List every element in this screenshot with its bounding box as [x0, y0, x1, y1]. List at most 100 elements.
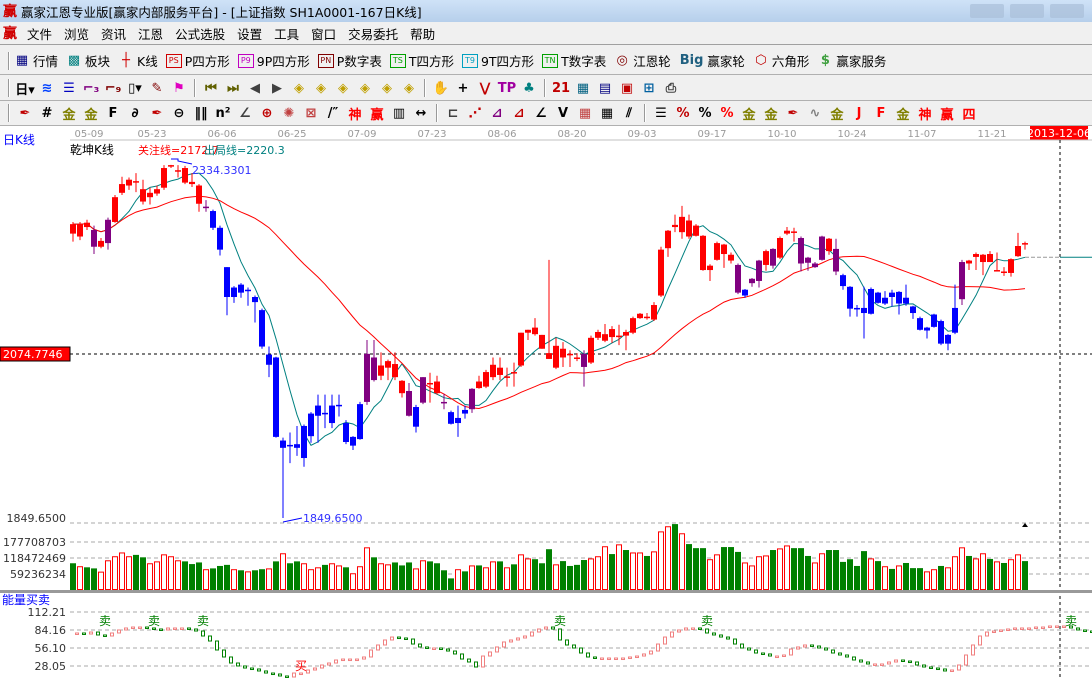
- menu-formula[interactable]: 公式选股: [175, 26, 226, 42]
- flag-icon[interactable]: ⚑: [173, 80, 185, 96]
- angle-icon[interactable]: ∠: [239, 105, 251, 121]
- gold-fan-icon[interactable]: 金: [896, 107, 910, 123]
- calendar-icon[interactable]: 21: [551, 80, 571, 96]
- web-icon[interactable]: ✺: [283, 105, 295, 121]
- next-icon[interactable]: ▶: [272, 80, 282, 96]
- printer-icon[interactable]: ⎙: [665, 80, 677, 96]
- gold-box-icon[interactable]: 金: [830, 107, 844, 123]
- sketch-icon[interactable]: ✎: [151, 80, 163, 96]
- ying-fan-icon[interactable]: 赢: [940, 107, 954, 123]
- menu-gann[interactable]: 江恩: [138, 26, 164, 42]
- tree-icon[interactable]: ♣: [523, 80, 535, 96]
- move-left-icon[interactable]: ◈: [294, 80, 304, 96]
- toolbar-button-pn[interactable]: PN P数字表: [317, 51, 382, 70]
- toolbar-grip[interactable]: [8, 79, 10, 97]
- document-icon[interactable]: ☰: [63, 80, 75, 96]
- toolbar-button-kline[interactable]: ┼ K线: [118, 51, 158, 70]
- panel-splitter[interactable]: [0, 590, 1092, 593]
- hand-icon[interactable]: ✋: [432, 80, 450, 96]
- wave-chart-icon[interactable]: ≋: [41, 80, 53, 96]
- chart-area[interactable]: 日K线 05-09 05-23 06-06 06-25 07-09 07-23 08-06 0…: [0, 126, 1092, 679]
- parallel-lines-icon[interactable]: #: [41, 105, 53, 121]
- expand-v-icon[interactable]: ◈: [404, 80, 414, 96]
- spiral-icon[interactable]: ∂: [131, 105, 139, 121]
- toolbar-button-gann-wheel[interactable]: ◎ 江恩轮: [614, 51, 671, 70]
- pen-icon[interactable]: ✒: [19, 105, 31, 121]
- width-icon[interactable]: ↔: [415, 105, 427, 121]
- gold-lines3-icon[interactable]: 金: [764, 107, 778, 123]
- percent-lines-icon[interactable]: %: [720, 105, 734, 121]
- angle-lines-icon[interactable]: ∠: [535, 105, 547, 121]
- last-icon[interactable]: ⏭: [227, 80, 239, 96]
- candle-dropdown-icon[interactable]: ▯▾: [128, 80, 142, 96]
- ruler-123-icon[interactable]: ▥: [392, 105, 406, 121]
- kline-chart[interactable]: 日K线 05-09 05-23 06-06 06-25 07-09 07-23 08-06 0…: [0, 126, 1092, 679]
- minimize-button[interactable]: [970, 4, 1004, 18]
- list-icon[interactable]: ☰: [655, 105, 667, 121]
- menu-window[interactable]: 窗口: [311, 26, 337, 42]
- menu-file[interactable]: 文件: [27, 26, 53, 42]
- zoom-in-icon[interactable]: ◈: [382, 80, 392, 96]
- gold-circle-icon[interactable]: 金: [742, 107, 756, 123]
- move-right-icon[interactable]: ◈: [316, 80, 326, 96]
- v-line-icon[interactable]: V: [557, 105, 569, 121]
- pen-level-icon[interactable]: ✒: [787, 105, 799, 121]
- network-icon[interactable]: ⊞: [643, 80, 655, 96]
- toolbar-button-t9[interactable]: T9 9T四方形: [461, 51, 534, 70]
- grid-icon[interactable]: ▦: [578, 105, 592, 121]
- notes-icon[interactable]: ▤: [598, 80, 612, 96]
- percent-slope-icon[interactable]: %: [676, 105, 690, 121]
- percent-icon[interactable]: %: [698, 105, 712, 121]
- close-button[interactable]: [1050, 4, 1084, 18]
- menu-logo-icon[interactable]: 赢: [3, 26, 17, 42]
- square-web-icon[interactable]: ⊠: [305, 105, 317, 121]
- calculator-icon[interactable]: ▦: [576, 80, 590, 96]
- toolbar-button-hexagon[interactable]: ⬡ 六角形: [753, 51, 809, 70]
- ying-icon[interactable]: 赢: [370, 107, 384, 123]
- cycle-lines-icon[interactable]: ‖‖: [194, 105, 208, 121]
- target-icon[interactable]: ⊕: [261, 105, 273, 121]
- toolbar-button-dollar[interactable]: $ 赢家服务: [817, 51, 887, 70]
- first-icon[interactable]: ⏮: [205, 80, 217, 96]
- step3-icon[interactable]: ⌐₃: [82, 80, 100, 96]
- ticks-icon[interactable]: /″: [327, 105, 339, 121]
- menu-news[interactable]: 资讯: [101, 26, 127, 42]
- fibonacci-icon[interactable]: F: [108, 105, 118, 121]
- menu-browse[interactable]: 浏览: [64, 26, 90, 42]
- box-icon[interactable]: ⊏: [447, 105, 459, 121]
- menu-trade[interactable]: 交易委托: [348, 26, 399, 42]
- gold-lines-icon[interactable]: 金: [62, 107, 76, 123]
- shen-fan-icon[interactable]: 神: [918, 107, 932, 123]
- toolbar-button-p9[interactable]: P9 9P四方形: [237, 51, 310, 70]
- expand-h-icon[interactable]: ◈: [338, 80, 348, 96]
- toolbar-grip[interactable]: [8, 51, 10, 70]
- gold-lines2-icon[interactable]: 金: [84, 107, 98, 123]
- tp-icon[interactable]: TP: [497, 80, 517, 96]
- fan-icon[interactable]: ⋰: [468, 105, 482, 121]
- period-day-dropdown-icon[interactable]: 日▾: [15, 82, 35, 98]
- n2-icon[interactable]: n²: [215, 105, 231, 121]
- f-fan-icon[interactable]: F: [876, 105, 886, 121]
- si-fan-icon[interactable]: 四: [962, 107, 976, 123]
- channel-icon[interactable]: ⫽: [626, 105, 632, 121]
- toolbar-grip[interactable]: [8, 104, 10, 122]
- menu-settings[interactable]: 设置: [237, 26, 263, 42]
- menu-help[interactable]: 帮助: [410, 26, 436, 42]
- maximize-button[interactable]: [1010, 4, 1044, 18]
- save-icon[interactable]: ▣: [620, 80, 634, 96]
- shrink-icon[interactable]: ◈: [360, 80, 370, 96]
- pen-ruler-icon[interactable]: ✒: [151, 105, 163, 121]
- toolbar-button-big-wheel[interactable]: Big 赢家轮: [679, 51, 745, 70]
- toolbar-button-sector-grid[interactable]: ▩ 板块: [66, 51, 110, 70]
- j-fan-icon[interactable]: J: [856, 105, 862, 121]
- grid-axis-icon[interactable]: ▦: [600, 105, 614, 121]
- prev-icon[interactable]: ◀: [250, 80, 260, 96]
- crosshair-icon[interactable]: +: [457, 80, 469, 96]
- circle-ruler-icon[interactable]: ⊖: [173, 105, 185, 121]
- shen-icon[interactable]: 神: [348, 107, 362, 123]
- fan-box2-icon[interactable]: ⊿: [513, 105, 525, 121]
- fan-box-icon[interactable]: ⊿: [491, 105, 503, 121]
- toolbar-button-tn[interactable]: TN T数字表: [542, 51, 606, 70]
- zigzag-icon[interactable]: ⋁: [479, 80, 491, 96]
- toolbar-button-ts[interactable]: TS T四方形: [389, 51, 454, 70]
